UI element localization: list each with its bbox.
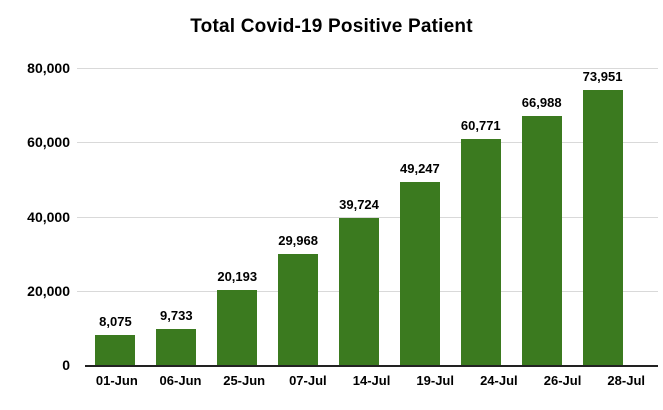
gridline — [77, 216, 658, 218]
x-tick-label: 01-Jun — [95, 373, 138, 388]
bar: 20,193 — [217, 269, 258, 365]
bar: 39,724 — [339, 197, 379, 365]
bar-column: 9,733 — [146, 68, 207, 365]
plot-area: 8,075 9,733 20,193 29,968 39,724 49,247 60,771… — [77, 68, 658, 367]
bar-value-label: 60,771 — [460, 118, 501, 134]
gridline — [77, 142, 658, 144]
bar-value-label: 9,733 — [160, 307, 193, 323]
y-tick-label: 80,000 — [27, 60, 70, 76]
bar-column: 29,968 — [268, 68, 329, 365]
y-tick-label: 60,000 — [27, 134, 70, 151]
bar: 9,733 — [156, 308, 197, 365]
chart-title: Total Covid-19 Positive Patient — [190, 16, 473, 37]
bars-row: 8,075 9,733 20,193 29,968 39,724 49,247 60,771… — [85, 68, 658, 365]
x-tick-label: 25-Jun — [223, 373, 266, 388]
y-tick-label: 40,000 — [27, 208, 70, 225]
bar: 66,988 — [521, 95, 562, 365]
x-tick-label: 07-Jul — [289, 373, 327, 388]
bar-value-label: 8,075 — [99, 314, 132, 330]
bar-column: 20,193 — [207, 68, 268, 365]
x-tick-label: 24-Jul — [480, 373, 518, 388]
bar-value-label: 66,988 — [521, 95, 562, 111]
x-tick-label: 19-Jul — [416, 373, 454, 388]
bar: 8,075 — [95, 314, 136, 365]
y-tick-label: 0 — [62, 357, 70, 373]
bar-value-label: 73,951 — [582, 69, 623, 85]
bar-column: 60,771 — [450, 68, 511, 365]
bar: 60,771 — [460, 118, 501, 365]
bar: 73,951 — [582, 69, 623, 365]
bar-value-label: 39,724 — [339, 196, 379, 212]
bar-value-label: 49,247 — [400, 161, 440, 177]
bar: 49,247 — [399, 161, 440, 365]
x-tick-label: 26-Jul — [543, 373, 582, 388]
x-tick-label: 06-Jun — [159, 373, 202, 388]
bar-value-label: 29,968 — [278, 232, 318, 248]
x-axis: 01-Jun 06-Jun 25-Jun 07-Jul 14-Jul 19-Jul 24-J… — [85, 373, 663, 388]
bar-column: 49,247 — [389, 68, 450, 365]
bar: 29,968 — [278, 233, 319, 365]
bar-column: 8,075 — [85, 68, 146, 365]
bar-value-label: 20,193 — [217, 269, 258, 285]
bar-column: 66,988 — [511, 68, 572, 365]
x-tick-label: 14-Jul — [352, 373, 391, 388]
bar-column: 73,951 — [572, 68, 633, 365]
gridline — [77, 68, 658, 69]
bar-column: 39,724 — [329, 68, 390, 365]
y-axis: 0 20,000 40,000 60,000 80,000 — [0, 60, 70, 373]
x-tick-label: 28-Jul — [607, 373, 645, 388]
y-tick-label: 20,000 — [27, 282, 70, 299]
